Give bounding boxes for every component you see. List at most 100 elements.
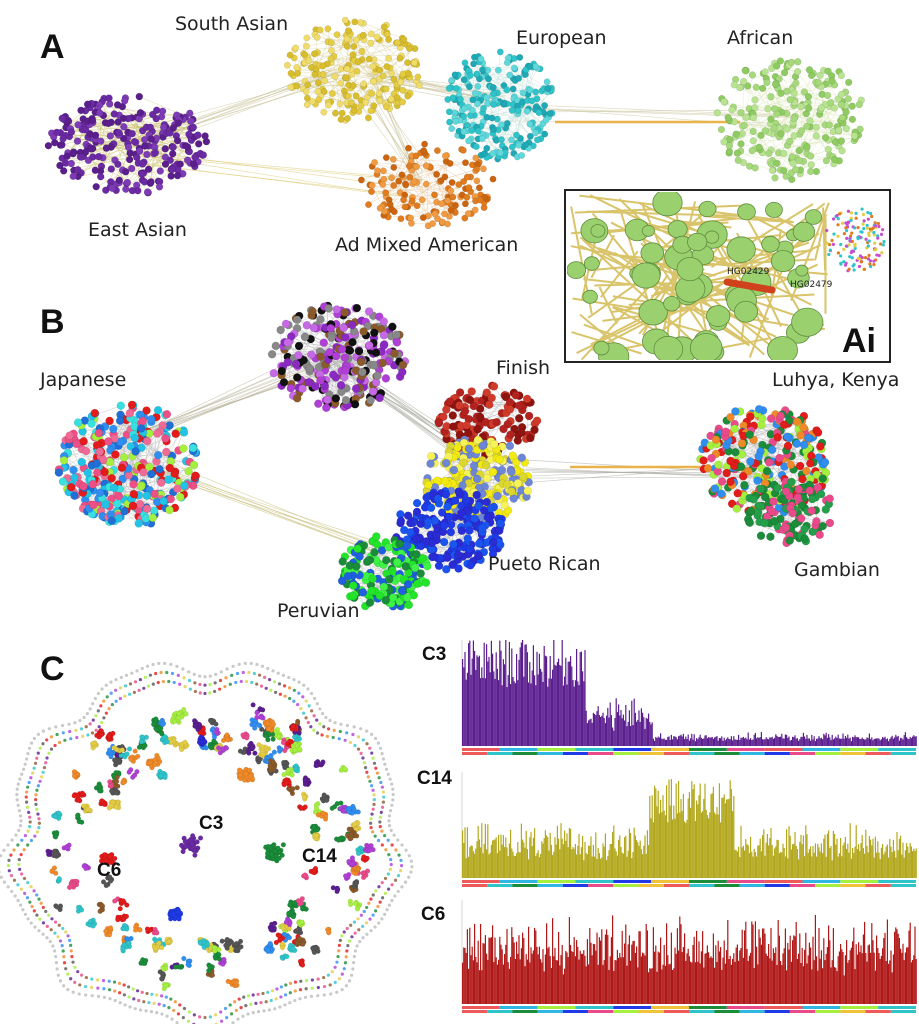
inset-far-node xyxy=(870,214,874,219)
pueto-rican-node xyxy=(475,539,484,548)
european-node xyxy=(474,83,482,90)
pueto-rican-node xyxy=(474,551,483,560)
east-asian-node xyxy=(86,144,95,153)
east-asian-node xyxy=(169,143,177,151)
european-node xyxy=(460,76,468,84)
japanese-node xyxy=(139,468,148,477)
european-edge xyxy=(513,66,531,154)
admixed-node xyxy=(405,144,412,152)
east-asian-node xyxy=(174,119,183,127)
european-node xyxy=(466,72,474,79)
gambian-node xyxy=(760,518,769,528)
african-edge xyxy=(792,107,822,164)
luhya-node xyxy=(802,466,811,476)
african-node xyxy=(777,130,785,138)
finish-node xyxy=(487,393,496,403)
inset-far-node xyxy=(874,224,878,228)
european-node xyxy=(513,131,520,139)
ring-component xyxy=(170,1017,174,1021)
east-asian-node xyxy=(58,114,66,123)
luhya-node xyxy=(816,442,825,451)
south-asian-node xyxy=(349,51,357,59)
japanese-node xyxy=(94,428,104,438)
african-node xyxy=(732,130,740,138)
african-node xyxy=(842,108,850,116)
inset-node xyxy=(795,264,809,277)
african-node xyxy=(752,83,760,91)
inset-far-node xyxy=(836,234,840,238)
pueto-rican-node xyxy=(483,513,492,522)
south-asian-b-node xyxy=(323,395,332,405)
south-asian-b-node xyxy=(293,373,302,382)
european-edge xyxy=(486,146,513,149)
inset-far-node xyxy=(856,225,860,230)
luhya-node xyxy=(714,460,723,469)
inset-far-node xyxy=(873,241,877,245)
south-asian-node xyxy=(283,61,291,69)
european-node xyxy=(489,125,497,133)
admixed-node xyxy=(386,201,394,208)
ring-component xyxy=(344,984,348,988)
japanese-node xyxy=(176,492,185,502)
east-asian-node xyxy=(194,140,203,148)
east-asian-node xyxy=(97,137,105,145)
pueto-rican-node xyxy=(466,561,475,570)
south-asian-node xyxy=(393,39,401,47)
ring-component xyxy=(358,940,362,944)
south-asian-b-node xyxy=(276,325,285,335)
south-asian-node xyxy=(390,75,398,83)
gambian-node xyxy=(749,495,758,504)
african-node xyxy=(821,134,830,142)
japanese-node xyxy=(180,481,189,490)
inset-highlight-edge xyxy=(723,278,776,294)
pueto-rican-node xyxy=(465,544,474,554)
inset-far-node xyxy=(876,234,880,238)
admixed-node xyxy=(406,173,414,181)
european-node xyxy=(542,116,550,124)
european-node xyxy=(532,129,539,137)
admixed-node xyxy=(473,177,481,185)
european-b-node xyxy=(507,467,516,477)
east-asian-node xyxy=(156,167,165,175)
japanese-node xyxy=(79,482,88,491)
south-asian-b-node xyxy=(373,371,382,380)
label-japanese: Japanese xyxy=(39,369,126,391)
admixed-node xyxy=(420,147,428,155)
south-asian-node xyxy=(338,109,346,117)
european-b-node xyxy=(426,459,435,468)
inset-far-node xyxy=(864,237,868,241)
luhya-node xyxy=(740,480,749,490)
admixed-node xyxy=(410,177,418,185)
luhya-node xyxy=(711,435,721,444)
european-node xyxy=(516,54,524,61)
european-node xyxy=(518,151,526,159)
gambian-node xyxy=(805,486,814,495)
japanese-node xyxy=(129,489,139,499)
pueto-rican-node xyxy=(446,527,455,537)
gambian-node xyxy=(782,487,791,496)
european-node xyxy=(514,107,522,115)
inset-edge xyxy=(710,203,814,268)
african-node xyxy=(845,78,853,87)
east-asian-node xyxy=(88,116,97,125)
admixed-node xyxy=(459,146,467,154)
japanese-node xyxy=(109,424,118,434)
south-asian-b-node xyxy=(375,393,384,403)
admixed-node xyxy=(431,210,439,218)
european-node xyxy=(468,127,476,135)
japanese-node xyxy=(162,447,171,457)
east-asian-node xyxy=(133,153,141,162)
south-asian-node xyxy=(354,58,362,66)
admixed-node xyxy=(406,162,413,170)
south-asian-b-node xyxy=(332,305,341,314)
east-asian-node xyxy=(77,153,86,161)
japanese-node xyxy=(184,467,193,476)
south-asian-b-node xyxy=(307,350,316,359)
inset-edge xyxy=(713,234,768,323)
south-asian-node xyxy=(324,101,332,109)
south-asian-node xyxy=(344,92,352,100)
inset-node xyxy=(792,221,816,242)
east-asian-node xyxy=(168,165,176,174)
european-b-node xyxy=(493,491,502,501)
finish-node xyxy=(511,391,520,400)
